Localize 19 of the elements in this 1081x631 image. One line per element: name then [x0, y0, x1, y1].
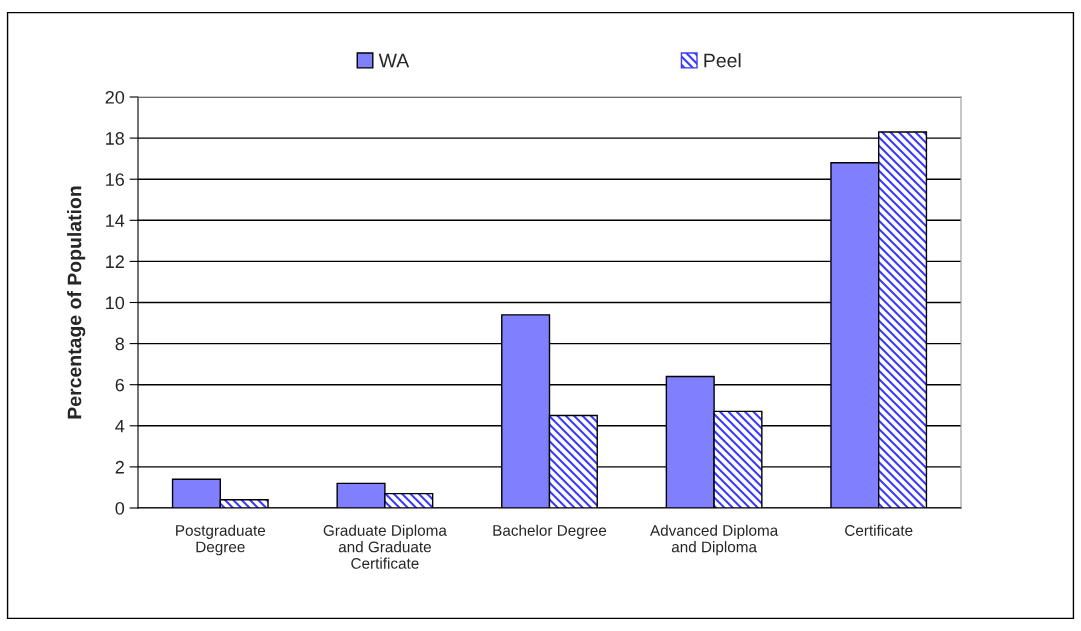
y-tick-label: 14	[106, 214, 125, 227]
y-tick-label: 8	[115, 337, 125, 351]
y-tick-label: 4	[115, 419, 125, 433]
y-tick-label: 6	[115, 378, 125, 392]
y-axis-title: Percentage of Population	[67, 186, 86, 419]
x-tick-label: Postgraduate Degree	[176, 524, 266, 556]
x-tick-label: Certificate	[845, 524, 913, 536]
legend-label: WA	[378, 53, 410, 68]
legend-label: Peel	[704, 53, 741, 68]
y-tick-label: 10	[106, 296, 125, 310]
y-tick-label: 20	[105, 90, 125, 104]
x-tick-label: Graduate Diploma and Graduate Certificate	[323, 524, 447, 569]
y-tick-label: 12	[106, 255, 124, 268]
x-tick-label: Advanced Diploma and Diploma	[650, 524, 779, 556]
y-tick-label: 16	[106, 173, 125, 186]
x-tick-label: Bachelor Degree	[493, 524, 607, 539]
y-tick-label: 2	[115, 460, 124, 474]
y-tick-label: 0	[115, 501, 125, 515]
y-tick-label: 18	[106, 132, 125, 145]
